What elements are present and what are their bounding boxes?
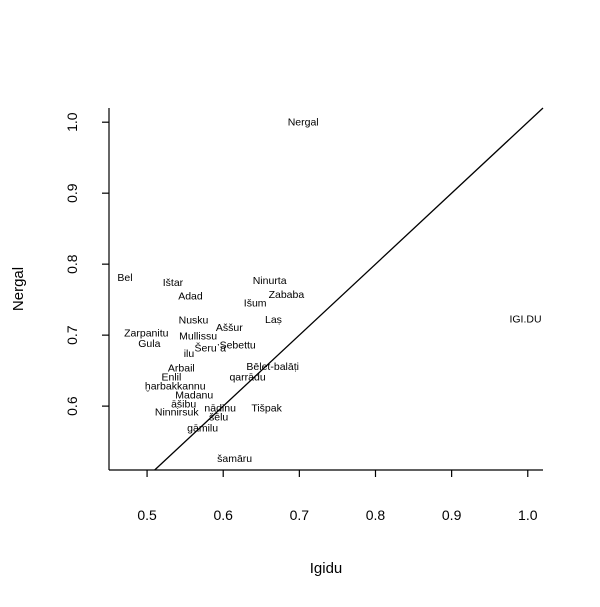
x-axis-title: Igidu: [310, 560, 343, 577]
identity-line-group: [154, 107, 544, 471]
y-tick-label: 0.6: [64, 396, 80, 416]
point-label: Mullissu: [179, 330, 217, 342]
point-label: Bēlet-balāṭi: [246, 361, 299, 373]
point-label: Adad: [178, 291, 203, 303]
y-tick-label: 0.8: [64, 254, 80, 274]
point-label: Bel: [117, 272, 132, 284]
point-label: Madanu: [175, 389, 213, 401]
point-label: qarrādu: [229, 372, 265, 384]
x-tick-label: 0.5: [137, 507, 157, 523]
x-tick-label: 0.9: [442, 507, 462, 523]
point-label: Išum: [244, 298, 267, 310]
point-label: Šeru᾽a: [195, 341, 227, 354]
point-label: āšibu: [171, 398, 196, 410]
point-label: Laṣ: [265, 314, 282, 326]
y-tick-label: 0.7: [64, 325, 80, 345]
point-label: ilu: [184, 348, 195, 360]
x-tick-label: 0.6: [213, 507, 233, 523]
point-label: Zarpanitu: [124, 328, 169, 340]
point-label: nādinu: [204, 403, 236, 415]
point-label: gāmilu: [187, 423, 218, 435]
point-label: Tišpak: [251, 403, 282, 415]
point-label: Arbail: [168, 362, 195, 374]
point-label: Sebettu: [220, 340, 256, 352]
point-label: Ištar: [163, 277, 184, 289]
x-tick-label: 1.0: [518, 507, 538, 523]
point-label: Nusku: [179, 315, 209, 327]
point-label: Enlil: [162, 372, 182, 384]
point-label: ḫarbakkannu: [145, 381, 206, 393]
y-tick-label: 1.0: [64, 112, 80, 132]
point-label: Gula: [138, 338, 160, 350]
y-axis-title: Nergal: [10, 267, 27, 311]
point-label: šēlu: [209, 411, 228, 423]
point-label: IGI.DU: [509, 313, 541, 325]
identity-line: [154, 107, 544, 471]
x-tick-label: 0.8: [366, 507, 386, 523]
point-label: Zababa: [269, 289, 305, 301]
point-label: Ninnirsuk: [155, 406, 200, 418]
y-tick-label: 0.9: [64, 183, 80, 203]
point-label: Ninurta: [253, 275, 287, 287]
point-label: Nergal: [288, 117, 319, 129]
point-label: šamāru: [217, 453, 252, 465]
axes: 0.5 0.6 0.7 0.8 0.9 1.0 0.6 0.7 0.8 0.9 1.0: [64, 108, 543, 523]
x-tick-label: 0.7: [290, 507, 310, 523]
point-label: Aššur: [216, 322, 243, 334]
